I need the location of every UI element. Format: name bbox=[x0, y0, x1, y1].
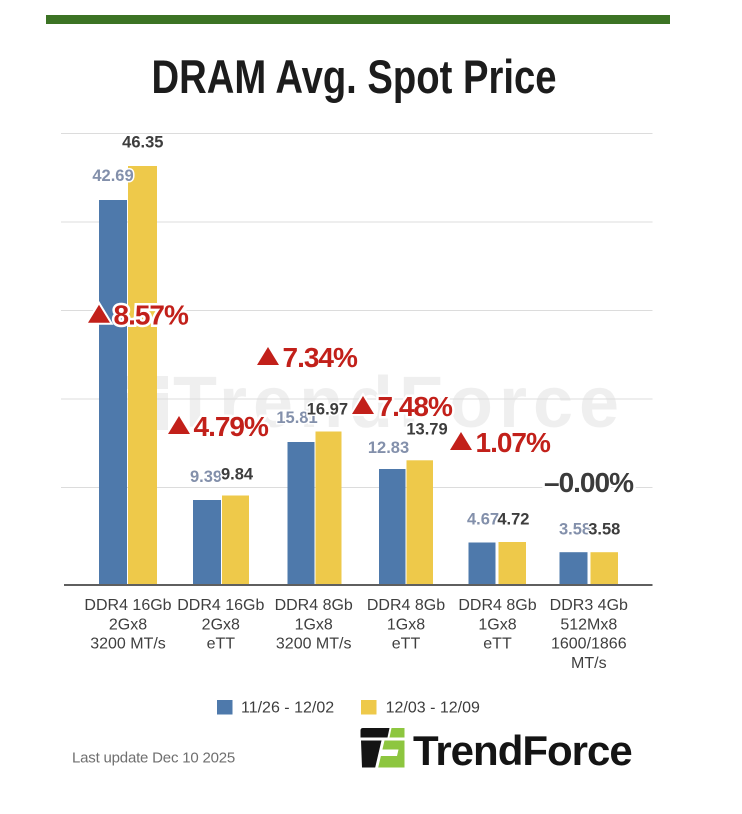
svg-text:12.83: 12.83 bbox=[368, 439, 409, 457]
svg-text:TrendForce: TrendForce bbox=[413, 727, 632, 774]
svg-text:1Gx8: 1Gx8 bbox=[387, 616, 425, 633]
svg-text:4.67: 4.67 bbox=[467, 511, 499, 529]
svg-text:7.34%: 7.34% bbox=[283, 342, 358, 373]
svg-text:12/03 - 12/09: 12/03 - 12/09 bbox=[386, 700, 480, 717]
svg-text:42.69: 42.69 bbox=[92, 167, 133, 185]
svg-text:2Gx8: 2Gx8 bbox=[109, 616, 147, 633]
svg-text:7.48%: 7.48% bbox=[378, 391, 453, 422]
svg-text:3.58: 3.58 bbox=[559, 521, 591, 539]
svg-text:DDR4 8Gb: DDR4 8Gb bbox=[367, 597, 445, 614]
svg-text:eTT: eTT bbox=[392, 636, 421, 653]
svg-text:2Gx8: 2Gx8 bbox=[202, 616, 240, 633]
svg-text:1.07%: 1.07% bbox=[476, 427, 551, 458]
svg-text:DDR4 8Gb: DDR4 8Gb bbox=[458, 597, 536, 614]
svg-text:512Mx8: 512Mx8 bbox=[560, 616, 617, 633]
svg-text:15.81: 15.81 bbox=[276, 409, 317, 427]
svg-text:1Gx8: 1Gx8 bbox=[295, 616, 333, 633]
svg-text:4.72: 4.72 bbox=[497, 511, 529, 529]
svg-text:46.35: 46.35 bbox=[122, 134, 163, 152]
svg-text:16.97: 16.97 bbox=[307, 401, 348, 419]
svg-text:DDR4 16Gb: DDR4 16Gb bbox=[177, 597, 264, 614]
svg-text:MT/s: MT/s bbox=[571, 655, 607, 672]
svg-text:–0.00%: –0.00% bbox=[544, 467, 634, 498]
svg-text:8.57%: 8.57% bbox=[114, 300, 189, 331]
svg-text:TrendForce: TrendForce bbox=[173, 363, 625, 443]
svg-text:DDR4 8Gb: DDR4 8Gb bbox=[275, 597, 353, 614]
svg-text:Last update Dec 10 2025: Last update Dec 10 2025 bbox=[72, 750, 235, 767]
svg-text:eTT: eTT bbox=[207, 636, 236, 653]
svg-text:3200 MT/s: 3200 MT/s bbox=[90, 636, 166, 653]
svg-text:3200 MT/s: 3200 MT/s bbox=[276, 636, 352, 653]
svg-text:DDR3 4Gb: DDR3 4Gb bbox=[550, 597, 628, 614]
svg-text:9.39: 9.39 bbox=[190, 468, 222, 486]
svg-text:3.58: 3.58 bbox=[588, 521, 620, 539]
svg-text:11/26 - 12/02: 11/26 - 12/02 bbox=[241, 700, 334, 717]
svg-text:1600/1866: 1600/1866 bbox=[551, 636, 627, 653]
svg-text:DDR4 16Gb: DDR4 16Gb bbox=[84, 597, 171, 614]
svg-text:DRAM Avg. Spot Price: DRAM Avg. Spot Price bbox=[152, 50, 557, 103]
svg-text:13.79: 13.79 bbox=[406, 421, 447, 439]
svg-text:9.84: 9.84 bbox=[221, 466, 254, 484]
svg-text:4.79%: 4.79% bbox=[194, 411, 269, 442]
svg-text:eTT: eTT bbox=[483, 636, 512, 653]
svg-text:1Gx8: 1Gx8 bbox=[478, 616, 516, 633]
